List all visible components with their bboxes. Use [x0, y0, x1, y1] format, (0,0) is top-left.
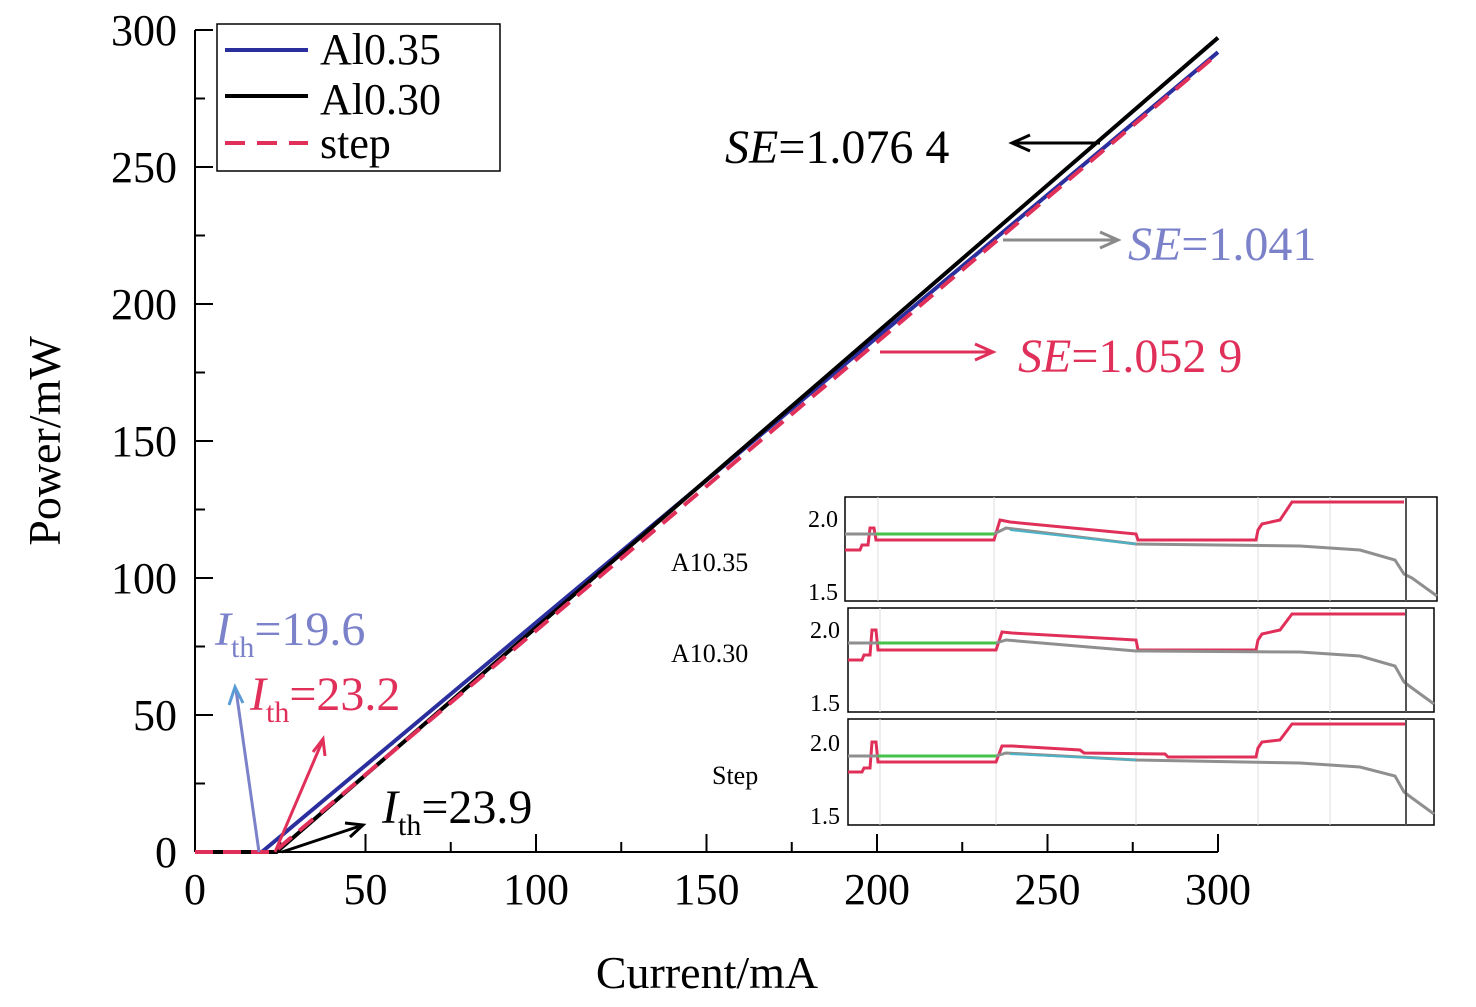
legend-label-al030: Al0.30: [320, 75, 441, 124]
inset-panel-3: Step 2.0 1.5: [712, 718, 1435, 830]
inset-panel-3-ytick-top: 2.0: [810, 731, 840, 757]
legend-label-step: step: [320, 119, 391, 168]
x-tick-label: 200: [844, 865, 910, 914]
inset-panel-2-label: A10.30: [671, 639, 748, 668]
inset-panel-2: A10.30 2.0 1.5: [671, 607, 1435, 717]
arrowhead-ith-step: [311, 735, 327, 757]
x-axis-label: Current/mA: [596, 947, 818, 998]
inset-panel-2-ytick-top: 2.0: [810, 618, 840, 644]
y-tick-label: 250: [111, 143, 177, 192]
series-line-step: [195, 52, 1220, 854]
annotation-se-al035: SE=1.041: [1128, 218, 1316, 271]
y-axis-label: Power/mW: [19, 336, 70, 546]
inset-panel-2-lower-curve: [848, 638, 1435, 706]
inset-panel-2-upper-curve: [848, 612, 1405, 662]
annotation-arrows: [227, 133, 1122, 854]
inset-panel-3-lower-curve: [848, 751, 1435, 816]
x-tick-label: 100: [503, 865, 569, 914]
inset-panel-3-cyan-segment: [1009, 753, 1137, 761]
arrow-ith-step: [273, 741, 324, 853]
y-tick-label: 0: [155, 828, 177, 877]
inset-panel-1-label: A10.35: [671, 548, 748, 577]
inset-panel-3-ytick-bottom: 1.5: [810, 804, 840, 830]
legend-label-al035: Al0.35: [320, 25, 441, 74]
series-lines: [195, 36, 1220, 854]
annotation-ith-step: Ith=23.2: [249, 668, 400, 729]
inset-panel-1-lower-curve: [845, 526, 1438, 598]
x-tick-label: 50: [344, 865, 388, 914]
inset-panel-3-label: Step: [712, 761, 758, 790]
annotation-ith-al030: Ith=23.9: [381, 781, 532, 842]
inset-panel-1-ytick-top: 2.0: [808, 507, 838, 533]
inset-panel-1-upper-curve: [845, 500, 1404, 552]
inset-panel-3-grid: [879, 719, 1331, 825]
arrowhead-ith-al030: [344, 821, 367, 839]
arrowhead-se-step: [974, 342, 997, 362]
x-tick-label: 0: [184, 865, 206, 914]
x-tick-label: 300: [1185, 865, 1251, 914]
x-tick-label: 150: [674, 865, 740, 914]
inset-panel-1: A10.35 2.0 1.5: [671, 496, 1438, 606]
inset-panel-2-frame: [847, 607, 1435, 713]
legend: Al0.35 Al0.30 step: [216, 23, 501, 172]
y-tick-label: 200: [111, 280, 177, 329]
arrowhead-se-al035: [1099, 230, 1122, 250]
arrow-ith-al030: [281, 824, 361, 854]
inset-panel-1-ytick-bottom: 1.5: [808, 580, 838, 606]
y-tick-label: 50: [133, 691, 177, 740]
y-tick-label: 150: [111, 417, 177, 466]
arrowhead-se-al030: [1008, 133, 1031, 153]
arrow-ith-al035: [234, 689, 261, 853]
tick-labels: 0 50 100 150 200 250 300 0 50 100 150 200 250 300: [111, 6, 1251, 914]
inset-panel-1-cyan-segment: [1009, 529, 1137, 545]
annotation-se-step: SE=1.052 9: [1018, 330, 1242, 383]
inset-panel-2-grid: [879, 608, 1331, 712]
inset-panel-3-frame: [847, 718, 1435, 826]
y-tick-label: 300: [111, 6, 177, 55]
arrowhead-ith-al035: [227, 683, 245, 706]
inset: A10.35 2.0 1.5 A10.30 2.0 1.5: [671, 496, 1438, 830]
annotation-se-al030: SE=1.076 4: [725, 121, 949, 174]
x-tick-label: 250: [1015, 865, 1081, 914]
inset-panel-3-upper-curve: [848, 722, 1405, 774]
inset-panel-2-ytick-bottom: 1.5: [810, 691, 840, 717]
annotation-ith-al035: Ith=19.6: [214, 603, 365, 664]
axes: [194, 29, 1219, 853]
y-tick-label: 100: [111, 554, 177, 603]
